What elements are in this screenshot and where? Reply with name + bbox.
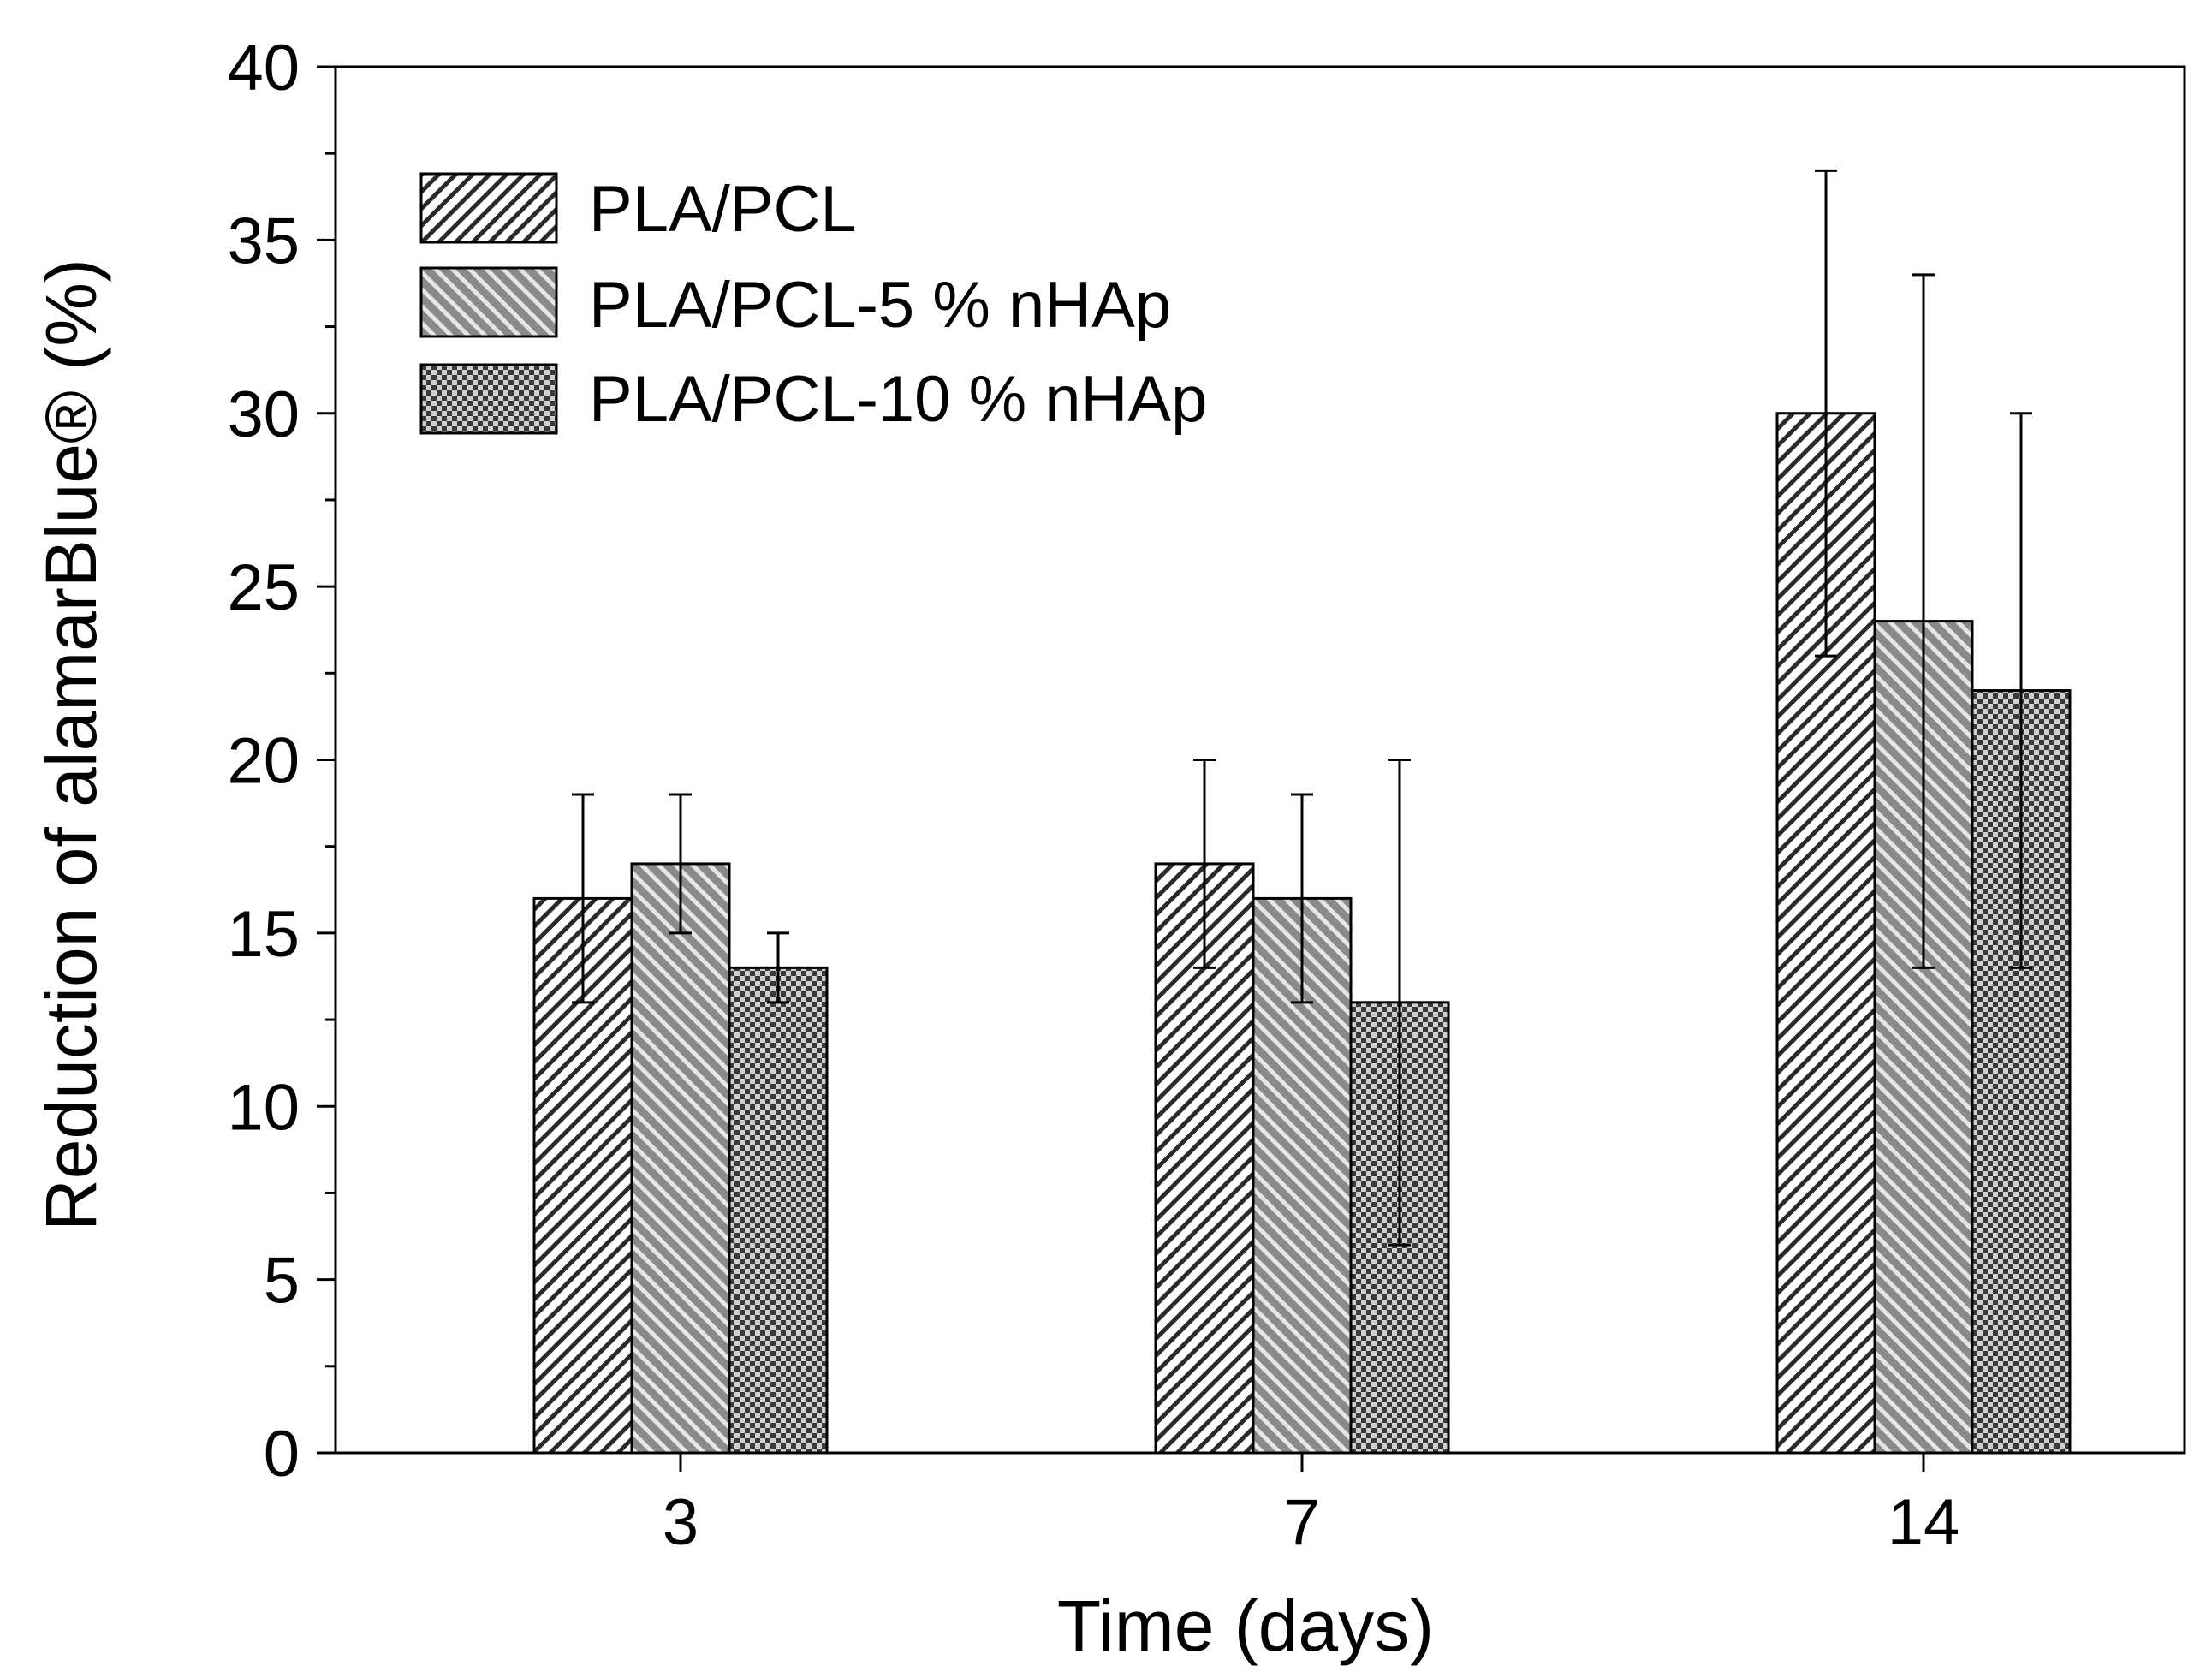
bar-pla-pcl-10-nhap-day-3 — [728, 966, 829, 1455]
legend-label-pla-pcl-5-nhap: PLA/PCL-5 % nHAp — [589, 269, 1171, 342]
error-bar-pla-pcl-10-nhap-day-7 — [1388, 759, 1411, 1247]
bar-pla-pcl-5-nhap-day-3 — [630, 862, 731, 1455]
legend-swatch-pla-pcl — [419, 172, 558, 244]
y-tick-label: 35 — [227, 205, 300, 277]
x-tick-label-7: 7 — [1284, 1486, 1320, 1559]
error-bar-pla-pcl-10-nhap-day-3 — [767, 931, 789, 1004]
legend: PLA/PCL PLA/PCL-5 % nHAp PLA/PCL-10 % nH… — [419, 172, 1207, 436]
error-bar-pla-pcl-5-nhap-day-3 — [669, 793, 692, 935]
error-bar-pla-pcl-5-nhap-day-7 — [1291, 793, 1313, 1004]
y-axis: 0 5 10 15 20 25 30 35 40 — [227, 32, 336, 1491]
y-tick-label: 5 — [264, 1245, 300, 1318]
bars — [532, 412, 2072, 1455]
y-tick-label: 15 — [227, 898, 300, 971]
error-bars — [572, 169, 2032, 1247]
error-bar-pla-pcl-day-3 — [572, 793, 594, 1004]
x-tick-label-14: 14 — [1888, 1486, 1960, 1559]
legend-label-pla-pcl: PLA/PCL — [589, 173, 857, 246]
y-tick-label: 0 — [264, 1418, 300, 1491]
y-tick-label: 30 — [227, 378, 300, 451]
y-tick-label: 20 — [227, 725, 300, 798]
y-tick-label: 10 — [227, 1071, 300, 1144]
x-tick-label-3: 3 — [663, 1486, 699, 1559]
y-tick-label: 40 — [227, 32, 300, 104]
error-bar-pla-pcl-5-nhap-day-14 — [1912, 273, 1935, 969]
error-bar-pla-pcl-day-7 — [1193, 759, 1216, 969]
x-axis-title: Time (days) — [1057, 1586, 1434, 1666]
y-axis-title: Reduction of alamarBlue® (%) — [31, 259, 111, 1231]
x-axis: 3 7 14 — [663, 1453, 1959, 1559]
y-tick-label: 25 — [227, 551, 300, 624]
legend-swatch-pla-pcl-5-nhap — [419, 266, 558, 338]
legend-swatch-pla-pcl-10-nhap — [419, 363, 558, 435]
error-bar-pla-pcl-10-nhap-day-14 — [2010, 412, 2032, 969]
legend-label-pla-pcl-10-nhap: PLA/PCL-10 % nHAp — [589, 363, 1207, 436]
error-bar-pla-pcl-day-14 — [1815, 169, 1837, 658]
